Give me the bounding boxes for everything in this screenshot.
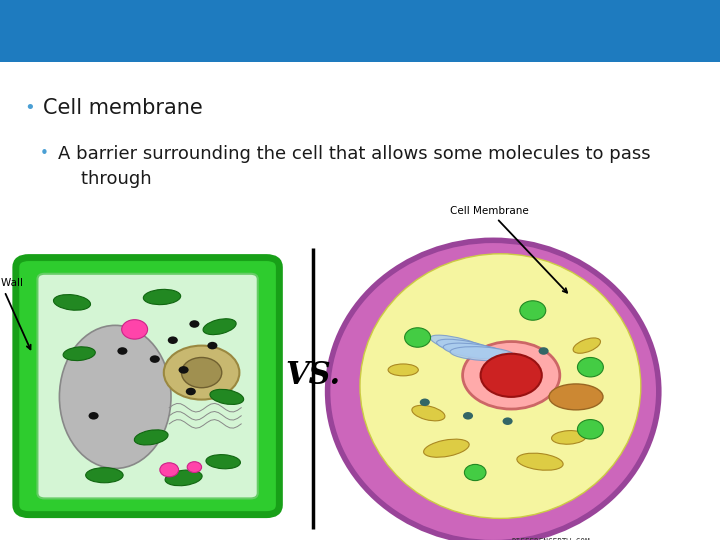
FancyBboxPatch shape xyxy=(37,274,258,498)
Circle shape xyxy=(464,464,486,481)
Ellipse shape xyxy=(450,347,515,361)
Ellipse shape xyxy=(388,364,418,376)
Ellipse shape xyxy=(163,346,239,400)
Circle shape xyxy=(150,355,160,363)
Circle shape xyxy=(168,336,178,344)
Bar xyxy=(0,0,720,62)
Ellipse shape xyxy=(143,289,181,305)
Circle shape xyxy=(520,301,546,320)
Circle shape xyxy=(160,463,179,477)
Text: through: through xyxy=(58,170,151,188)
Circle shape xyxy=(207,342,217,349)
Ellipse shape xyxy=(412,406,445,421)
Ellipse shape xyxy=(549,384,603,410)
Circle shape xyxy=(539,347,549,355)
Circle shape xyxy=(463,412,473,420)
Ellipse shape xyxy=(53,294,91,310)
Circle shape xyxy=(189,320,199,328)
Circle shape xyxy=(117,347,127,355)
Ellipse shape xyxy=(552,430,586,444)
Text: A barrier surrounding the cell that allows some molecules to pass: A barrier surrounding the cell that allo… xyxy=(58,145,650,163)
Circle shape xyxy=(187,462,202,472)
Ellipse shape xyxy=(210,389,243,404)
Text: •: • xyxy=(40,146,49,161)
FancyBboxPatch shape xyxy=(16,258,279,515)
Circle shape xyxy=(181,357,222,388)
Ellipse shape xyxy=(573,338,600,353)
Text: VS.: VS. xyxy=(286,360,341,391)
Ellipse shape xyxy=(165,470,202,486)
Ellipse shape xyxy=(360,254,641,518)
Circle shape xyxy=(186,388,196,395)
Ellipse shape xyxy=(135,430,168,445)
Ellipse shape xyxy=(517,453,563,470)
Ellipse shape xyxy=(86,468,123,483)
Circle shape xyxy=(179,366,189,374)
Ellipse shape xyxy=(328,240,659,540)
Circle shape xyxy=(577,357,603,377)
Ellipse shape xyxy=(481,354,541,397)
Ellipse shape xyxy=(462,342,560,409)
Circle shape xyxy=(420,399,430,406)
Ellipse shape xyxy=(436,339,500,357)
Circle shape xyxy=(405,328,431,347)
Ellipse shape xyxy=(423,439,469,457)
Ellipse shape xyxy=(59,325,171,469)
Ellipse shape xyxy=(63,347,95,361)
Text: •: • xyxy=(24,99,35,117)
Text: Cell Membrane: Cell Membrane xyxy=(450,206,567,293)
Ellipse shape xyxy=(203,319,236,335)
Ellipse shape xyxy=(430,335,492,356)
Ellipse shape xyxy=(444,343,507,359)
Circle shape xyxy=(577,420,603,439)
Ellipse shape xyxy=(206,455,240,469)
Text: Cell Wall: Cell Wall xyxy=(0,279,31,349)
Text: Cell membrane: Cell membrane xyxy=(43,98,203,118)
Circle shape xyxy=(503,417,513,425)
Circle shape xyxy=(122,320,148,339)
Circle shape xyxy=(89,412,99,420)
Text: DIFFERENCEBTW.COM: DIFFERENCEBTW.COM xyxy=(511,538,590,540)
